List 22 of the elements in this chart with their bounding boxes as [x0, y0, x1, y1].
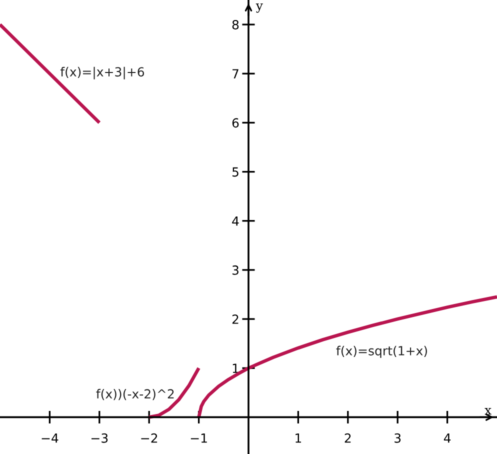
x-tick-label: −1	[190, 434, 207, 443]
line-series	[197, 295, 497, 419]
series-label: f(x)=sqrt(1+x)	[336, 346, 427, 358]
y-tick-label: 2	[232, 314, 238, 324]
x-tick-label: 3	[394, 433, 401, 443]
x-tick-label: −4	[42, 434, 58, 443]
y-axis-title: y	[256, 3, 263, 13]
x-tick-label: −3	[92, 433, 108, 443]
x-tick-label: 1	[296, 434, 302, 443]
x-tick-label: 4	[444, 434, 451, 443]
y-tick-label: 4	[232, 216, 239, 226]
x-tick-label: −2	[141, 433, 158, 443]
y-tick-label: 1	[232, 364, 238, 373]
y-tick-label: 8	[232, 20, 239, 30]
x-axis-title: x	[484, 408, 492, 414]
series-label: f(x)=|x+3|+6	[60, 66, 144, 80]
y-tick-label: 3	[232, 265, 238, 275]
x-tick-label: 2	[344, 433, 351, 443]
y-tick-label: 5	[232, 167, 238, 177]
y-tick-label: 6	[232, 118, 239, 128]
y-tick-label: 7	[232, 69, 238, 78]
series-label: f(x))(-x-2)^2	[96, 388, 174, 400]
